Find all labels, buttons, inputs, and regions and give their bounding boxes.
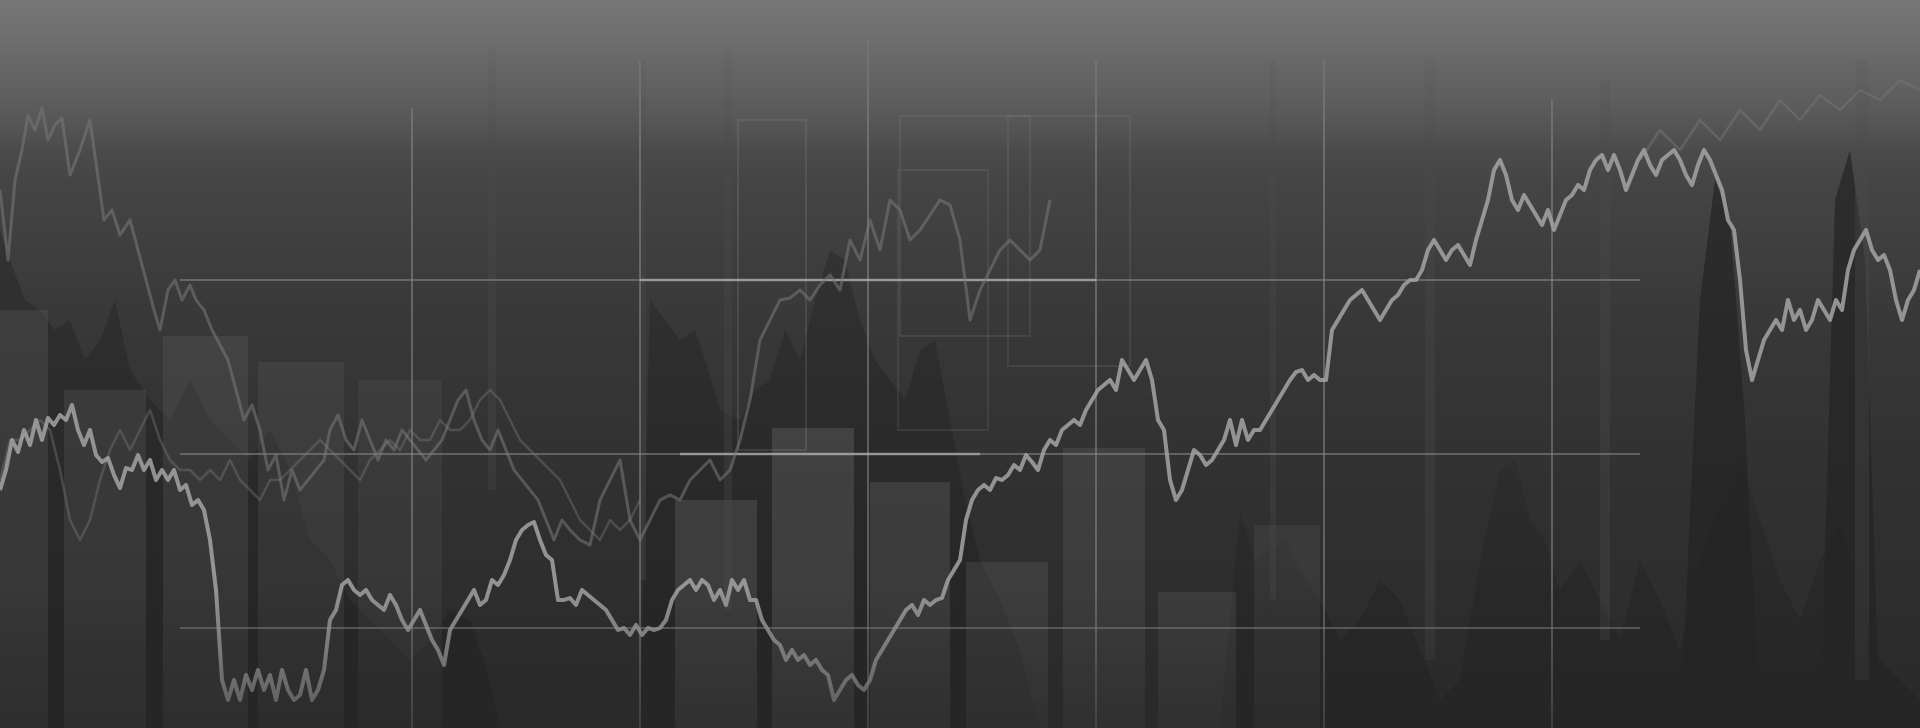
bar — [675, 500, 757, 728]
bar-outline — [899, 115, 1031, 337]
bar-outline — [1007, 115, 1131, 367]
bar — [0, 310, 48, 728]
faint-line-1 — [0, 106, 1052, 547]
bar — [1158, 592, 1236, 728]
bar — [1254, 525, 1320, 728]
bar — [258, 362, 344, 728]
bar — [772, 428, 854, 728]
bar — [163, 336, 248, 728]
bar — [966, 562, 1048, 728]
mountain-spikes-right — [1680, 150, 1880, 728]
faint-line-3 — [1638, 78, 1920, 161]
vertical-bands — [488, 50, 1869, 680]
bar — [1063, 448, 1145, 728]
bar-outline — [897, 169, 989, 431]
